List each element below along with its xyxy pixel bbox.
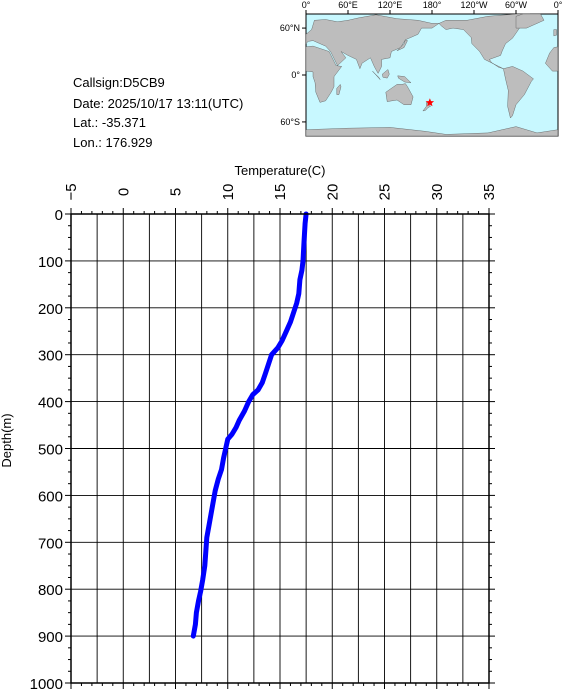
land-polygon — [503, 66, 534, 119]
longitude-text: Lon.: 176.929 — [73, 135, 153, 150]
x-tick-label: 35 — [481, 184, 498, 201]
x-tick-label: 20 — [324, 184, 341, 201]
temperature-profile-line — [190, 211, 309, 639]
land-polygon — [305, 45, 343, 103]
y-tick-label: 500 — [38, 442, 63, 459]
x-tick-label: 25 — [377, 184, 394, 201]
y-tick-label: 700 — [38, 535, 63, 552]
x-tick-labels: −5 0 5 10 15 20 25 30 35 — [63, 183, 498, 200]
map-longitude-label: 120°E — [378, 0, 403, 10]
land-polygon — [545, 46, 559, 72]
station-info: Callsign:D5CB9 Date: 2025/10/17 13:11(UT… — [73, 75, 243, 150]
x-axis-title: Temperature(C) — [234, 163, 325, 178]
location-map: 0° 60°E 120°E 180° 120°W 60°W 0° 60°N 0° 60°S — [280, 0, 563, 137]
y-tick-label: 0 — [55, 207, 63, 224]
y-tick-label: 600 — [38, 488, 63, 505]
y-tick-label: 300 — [38, 348, 63, 365]
y-tick-label: 200 — [38, 301, 63, 318]
date-text: Date: 2025/10/17 13:11(UTC) — [73, 96, 243, 111]
map-longitude-label: 0° — [554, 0, 563, 10]
chart-grid — [70, 213, 490, 684]
map-land — [305, 13, 559, 137]
land-polygon — [397, 75, 412, 84]
y-tick-label: 400 — [38, 395, 63, 412]
x-tick-label: 10 — [220, 184, 237, 201]
land-polygon — [305, 126, 559, 137]
map-longitude-label: 120°W — [460, 0, 488, 10]
y-axis-title: Depth(m) — [0, 413, 14, 467]
y-tick-label: 1000 — [30, 676, 63, 690]
map-ticks — [302, 10, 559, 123]
land-polygon — [385, 83, 414, 105]
x-tick-label: 0 — [115, 188, 132, 196]
land-polygon — [305, 14, 440, 74]
map-longitude-label: 60°W — [505, 0, 528, 10]
plot-frame — [70, 213, 490, 684]
map-longitude-label: 0° — [302, 0, 311, 10]
temperature-depth-chart: Temperature(C) −5 0 5 10 15 20 25 30 35 01002003… — [0, 163, 498, 690]
map-latitude-labels: 60°N 0° 60°S — [280, 23, 301, 127]
y-tick-label: 100 — [38, 254, 63, 271]
land-polygon — [438, 13, 531, 69]
map-latitude-label: 0° — [291, 70, 300, 80]
latitude-text: Lat.: -35.371 — [73, 115, 146, 130]
land-polygon — [382, 69, 390, 79]
map-latitude-label: 60°S — [280, 117, 300, 127]
land-polygon — [515, 13, 545, 29]
land-polygon — [336, 84, 342, 95]
map-longitude-label: 60°E — [338, 0, 358, 10]
land-polygon — [372, 70, 381, 80]
x-tick-label: 30 — [429, 184, 446, 201]
callsign-text: Callsign:D5CB9 — [73, 75, 165, 90]
land-polygon — [553, 29, 557, 37]
land-polygon — [396, 39, 408, 51]
station-star-marker — [425, 98, 435, 107]
map-latitude-label: 60°N — [280, 23, 300, 33]
map-longitude-labels: 0° 60°E 120°E 180° 120°W 60°W 0° — [302, 0, 563, 10]
x-tick-label: 15 — [272, 184, 289, 201]
map-longitude-label: 180° — [423, 0, 442, 10]
y-tick-label: 900 — [38, 629, 63, 646]
y-tick-labels: 0 100 200 300 400 500 600 700 800 900 1000 — [30, 207, 63, 690]
x-tick-label: 5 — [168, 188, 185, 196]
y-tick-label: 800 — [38, 582, 63, 599]
x-tick-label: −5 — [63, 183, 80, 200]
